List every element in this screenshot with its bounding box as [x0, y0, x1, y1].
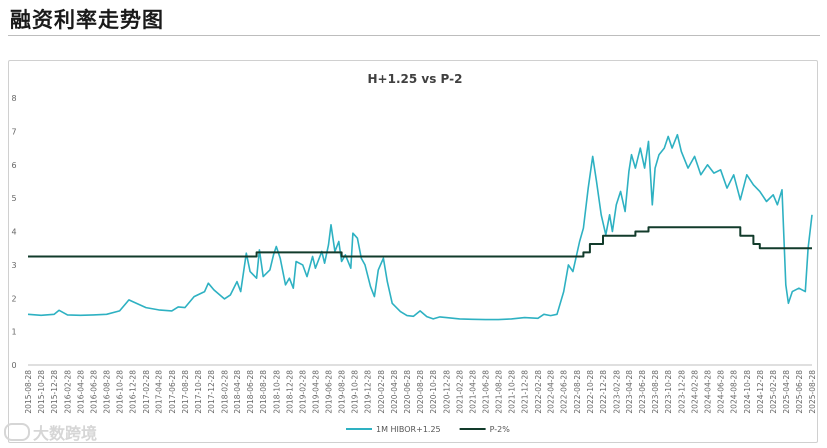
x-tick-label: 2022-04-28 [547, 370, 556, 414]
x-tick-label: 2020-06-28 [403, 370, 412, 414]
y-tick-label: 4 [11, 228, 16, 237]
series-line-prime [28, 226, 812, 258]
chart-title: H+1.25 vs P-2 [368, 72, 463, 86]
x-tick-label: 2022-08-28 [573, 370, 582, 414]
chart-frame [8, 60, 818, 443]
watermark-text: 大数跨境 [33, 424, 98, 443]
legend-label: P-2% [490, 425, 511, 434]
x-tick-label: 2025-02-28 [769, 370, 778, 414]
x-axis: 2015-08-28 2015-10-28 2015-12-28 2016-02-28… [24, 364, 817, 414]
x-tick-label: 2019-06-28 [324, 370, 333, 414]
y-tick-label: 5 [11, 194, 16, 203]
x-tick-label: 2024-08-28 [730, 370, 739, 414]
x-tick-label: 2016-08-28 [103, 370, 112, 414]
y-tick-label: 2 [11, 294, 16, 303]
x-tick-label: 2015-12-28 [50, 370, 59, 414]
x-tick-label: 2020-12-28 [442, 370, 451, 414]
chart-svg: H+1.25 vs P-2 0 1 2 3 4 5 6 7 8 2015-08-28 2015-1… [11, 72, 817, 434]
x-tick-label: 2019-02-28 [299, 370, 308, 414]
x-tick-label: 2025-06-28 [795, 370, 804, 414]
x-tick-label: 2016-04-28 [76, 370, 85, 414]
x-tick-label: 2024-04-28 [703, 370, 712, 414]
x-tick-label: 2016-12-28 [129, 370, 138, 414]
y-tick-label: 0 [11, 361, 16, 370]
x-tick-label: 2021-04-28 [468, 370, 477, 414]
x-tick-label: 2020-10-28 [429, 370, 438, 414]
x-tick-label: 2024-06-28 [717, 370, 726, 414]
y-tick-label: 6 [11, 161, 16, 170]
x-tick-label: 2024-10-28 [743, 370, 752, 414]
series-line-hibor [27, 133, 813, 321]
x-tick-label: 2016-10-28 [116, 370, 125, 414]
x-tick-label: 2018-06-28 [246, 370, 255, 414]
x-tick-label: 2021-06-28 [481, 370, 490, 414]
y-axis: 0 1 2 3 4 5 6 7 8 [11, 94, 16, 370]
series-group [27, 133, 813, 321]
x-tick-label: 2024-12-28 [756, 370, 765, 414]
x-tick-label: 2018-12-28 [285, 370, 294, 414]
x-tick-label: 2017-08-28 [181, 370, 190, 414]
x-tick-label: 2019-04-28 [311, 370, 320, 414]
x-tick-label: 2022-10-28 [586, 370, 595, 414]
x-tick-label: 2019-08-28 [338, 370, 347, 414]
x-tick-label: 2017-02-28 [142, 370, 151, 414]
x-tick-label: 2016-06-28 [89, 370, 98, 414]
x-tick-label: 2019-12-28 [364, 370, 373, 414]
x-tick-label: 2022-12-28 [599, 370, 608, 414]
x-tick-label: 2020-04-28 [390, 370, 399, 414]
y-tick-label: 8 [11, 94, 16, 103]
x-tick-label: 2021-08-28 [494, 370, 503, 414]
x-tick-label: 2020-02-28 [377, 370, 386, 414]
x-tick-label: 2017-12-28 [207, 370, 216, 414]
x-tick-label: 2018-04-28 [233, 370, 242, 414]
legend: 1M HIBOR+1.25 P-2% [346, 425, 510, 434]
x-tick-label: 2016-02-28 [63, 370, 72, 414]
title-divider [8, 35, 820, 36]
x-tick-label: 2015-10-28 [37, 370, 46, 414]
x-tick-label: 2021-12-28 [521, 370, 530, 414]
legend-label: 1M HIBOR+1.25 [376, 425, 441, 434]
x-tick-label: 2017-04-28 [155, 370, 164, 414]
x-tick-label: 2015-08-28 [24, 370, 33, 414]
x-tick-label: 2022-02-28 [534, 370, 543, 414]
x-tick-label: 2021-10-28 [508, 370, 517, 414]
y-tick-label: 1 [11, 328, 16, 337]
x-tick-label: 2023-08-28 [651, 370, 660, 414]
x-tick-label: 2023-02-28 [612, 370, 621, 414]
page-title: 融资利率走势图 [10, 8, 164, 32]
y-tick-label: 7 [11, 127, 16, 136]
x-tick-label: 2023-06-28 [638, 370, 647, 414]
x-tick-label: 2017-06-28 [168, 370, 177, 414]
x-tick-label: 2025-08-28 [808, 370, 817, 414]
x-tick-label: 2025-04-28 [782, 370, 791, 414]
x-tick-label: 2021-02-28 [456, 370, 465, 414]
x-tick-label: 2023-10-28 [664, 370, 673, 414]
x-tick-label: 2022-06-28 [560, 370, 569, 414]
x-tick-label: 2018-10-28 [272, 370, 281, 414]
x-tick-label: 2017-10-28 [194, 370, 203, 414]
y-tick-label: 3 [11, 261, 16, 270]
watermark-logo-icon [4, 423, 30, 441]
x-tick-label: 2023-04-28 [625, 370, 634, 414]
x-tick-label: 2019-10-28 [351, 370, 360, 414]
watermark: 大数跨境 [4, 420, 97, 444]
x-tick-label: 2023-12-28 [677, 370, 686, 414]
x-tick-label: 2024-02-28 [691, 370, 700, 414]
x-tick-label: 2018-08-28 [259, 370, 268, 414]
x-tick-label: 2020-08-28 [416, 370, 425, 414]
x-tick-label: 2018-02-28 [220, 370, 229, 414]
